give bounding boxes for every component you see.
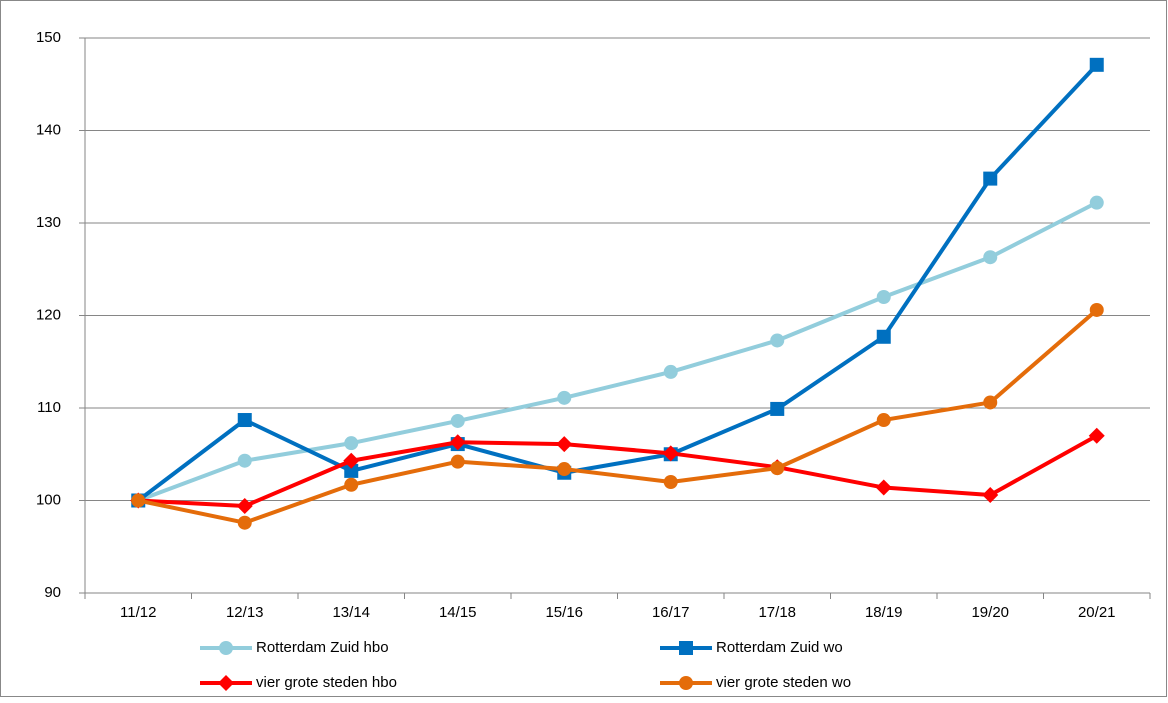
- x-tick-label: 15/16: [545, 604, 583, 621]
- data-point: [557, 390, 572, 405]
- data-point: [237, 413, 252, 428]
- data-point: [449, 434, 466, 451]
- legend-label: vier grote steden hbo: [256, 674, 397, 691]
- x-tick-label: 16/17: [652, 604, 690, 621]
- data-point: [557, 462, 572, 477]
- data-point: [982, 486, 999, 503]
- data-point: [983, 250, 998, 265]
- y-tick-label: 100: [36, 491, 61, 508]
- y-tick-label: 90: [44, 584, 61, 601]
- data-point: [983, 171, 998, 186]
- data-point: [770, 461, 785, 476]
- data-point: [1088, 427, 1105, 444]
- x-tick-label: 13/14: [332, 604, 370, 621]
- legend-marker: [219, 641, 233, 655]
- legend-marker: [218, 675, 234, 691]
- data-point: [875, 479, 892, 496]
- data-point: [450, 454, 465, 469]
- x-tick-label: 11/12: [120, 604, 156, 621]
- data-point: [983, 395, 998, 410]
- legend-marker: [679, 676, 693, 690]
- legend-label: vier grote steden wo: [716, 674, 851, 691]
- series-line: [138, 434, 1098, 509]
- y-tick-label: 120: [36, 306, 61, 323]
- data-point: [1089, 195, 1104, 210]
- y-tick-label: 110: [37, 399, 61, 416]
- data-point: [131, 493, 146, 508]
- data-point: [236, 498, 253, 515]
- data-point: [344, 477, 359, 492]
- y-tick-label: 130: [36, 214, 61, 231]
- legend-marker: [679, 641, 693, 655]
- data-point: [556, 436, 573, 453]
- data-point: [876, 413, 891, 428]
- series-line: [137, 63, 1099, 503]
- data-point: [876, 329, 891, 344]
- data-point: [663, 364, 678, 379]
- x-tick-label: 14/15: [439, 604, 477, 621]
- x-tick-label: 20/21: [1078, 604, 1116, 621]
- data-point: [237, 453, 252, 468]
- data-point: [876, 290, 891, 304]
- x-tick-label: 19/20: [971, 604, 1009, 621]
- x-tick-label: 12/13: [226, 604, 264, 621]
- data-point: [1089, 57, 1104, 72]
- series-line: [137, 200, 1098, 503]
- data-point: [770, 333, 785, 348]
- data-point: [344, 463, 359, 478]
- y-tick-label: 140: [36, 121, 61, 138]
- series-line: [137, 308, 1099, 525]
- data-point: [343, 452, 360, 469]
- x-tick-label: 18/19: [865, 604, 903, 621]
- x-tick-label: 17/18: [758, 604, 796, 621]
- data-point: [237, 515, 252, 530]
- data-point: [770, 401, 785, 416]
- data-point: [1089, 302, 1104, 317]
- legend-label: Rotterdam Zuid hbo: [256, 639, 389, 656]
- y-tick-label: 150: [36, 29, 61, 46]
- legend-label: Rotterdam Zuid wo: [716, 639, 843, 656]
- data-point: [344, 436, 359, 451]
- data-point: [663, 475, 678, 489]
- data-point: [662, 445, 679, 462]
- data-point: [450, 413, 465, 428]
